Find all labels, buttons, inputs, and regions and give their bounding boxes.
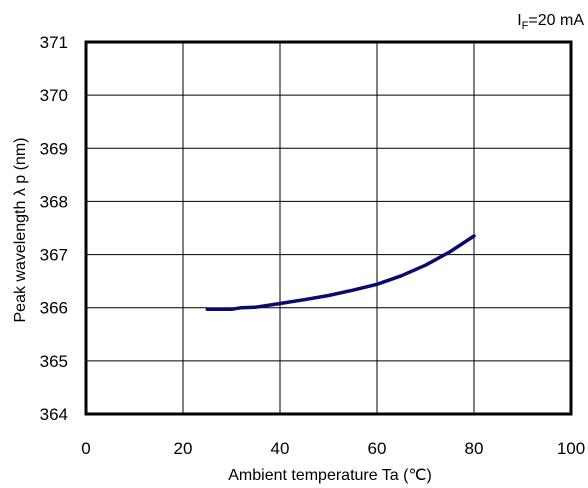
y-tick-label: 365: [40, 352, 68, 371]
x-tick-label: 0: [81, 439, 90, 458]
y-tick-labels: 364 365 366 367 368 369 370 371: [40, 33, 68, 424]
series-line: [205, 234, 476, 312]
x-tick-label: 100: [557, 439, 585, 458]
y-axis-title: Peak wavelength λ p (nm): [12, 138, 29, 323]
x-tick-labels: 0 20 40 60 80 100: [81, 439, 585, 458]
y-tick-label: 371: [40, 33, 68, 52]
y-tick-label: 370: [40, 86, 68, 105]
x-tick-label: 80: [465, 439, 484, 458]
x-tick-label: 40: [271, 439, 290, 458]
y-tick-label: 366: [40, 299, 68, 318]
y-tick-label: 367: [40, 246, 68, 265]
x-tick-label: 60: [368, 439, 387, 458]
grid-lines: [86, 42, 571, 414]
condition-annotation: IF=20 mA: [517, 12, 584, 32]
x-axis-title: Ambient temperature Ta (℃): [228, 467, 432, 484]
y-tick-label: 368: [40, 192, 68, 211]
x-tick-label: 20: [174, 439, 193, 458]
y-tick-label: 369: [40, 139, 68, 158]
annotation-subscript: F: [522, 20, 529, 32]
y-tick-label: 364: [40, 405, 68, 424]
plot-frame: [84, 40, 573, 416]
